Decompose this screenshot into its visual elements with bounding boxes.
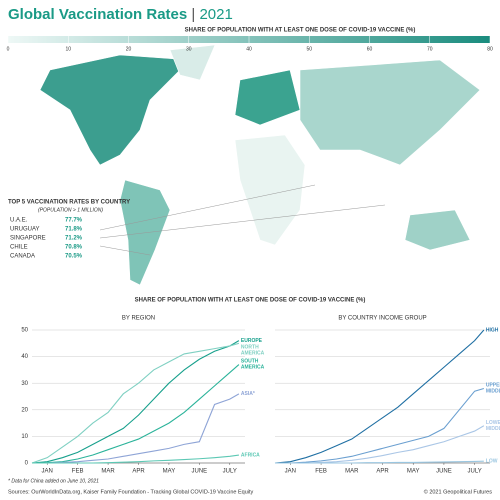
x-tick-label: MAY (407, 469, 420, 475)
country: SINGAPORE (10, 236, 46, 242)
line (32, 393, 240, 464)
colorbar-label: 80 (487, 46, 493, 52)
x-tick-label: FEB (315, 469, 327, 475)
rate: 70.5% (65, 254, 83, 260)
x-tick-label: JULY (223, 469, 237, 475)
series-label: LOWERMIDDLE (486, 420, 500, 432)
colorbar-label: 50 (306, 46, 312, 52)
x-tick-label: JUNE (436, 469, 452, 475)
series-label: AFRICA (241, 452, 260, 458)
x-tick-label: MAR (345, 469, 359, 475)
colorbar-label: 20 (126, 46, 132, 52)
scale-title: SHARE OF POPULATION WITH AT LEAST ONE DO… (185, 28, 416, 34)
series-label: HIGH (486, 327, 499, 333)
colorbar-label: 70 (427, 46, 433, 52)
x-tick-label: JAN (285, 469, 296, 475)
rate: 71.2% (65, 236, 83, 242)
colorbar-label: 0 (7, 46, 10, 52)
top5-subtitle: (POPULATION > 1 MILLION) (38, 207, 103, 213)
x-tick-label: FEB (72, 469, 84, 475)
line (31, 340, 240, 464)
x-tick-label: JAN (42, 469, 53, 475)
y-tick-label: 20 (21, 407, 28, 413)
line (275, 387, 485, 464)
title-year: 2021 (199, 6, 232, 23)
copyright: © 2021 Geopolitical Futures (424, 488, 493, 495)
chart-title: BY COUNTRY INCOME GROUP (338, 316, 426, 322)
charts-title: SHARE OF POPULATION WITH AT LEAST ONE DO… (135, 298, 366, 304)
title: Global Vaccination Rates | 2021 (8, 6, 233, 23)
x-tick-label: JULY (468, 469, 482, 475)
y-tick-label: 30 (21, 381, 28, 387)
country: CHILE (10, 245, 28, 251)
line (32, 454, 239, 464)
series-label: SOUTH AMERICA (241, 359, 265, 371)
x-tick-label: MAR (101, 469, 115, 475)
sources: Sources: OurWorldInData.org, Kaiser Fami… (8, 489, 254, 495)
x-tick-label: APR (132, 469, 145, 475)
top5-table: U.A.E. 77.7% URUGUAY 71.8% SINGAPORE 71.2% CHI… (10, 218, 83, 260)
colorbar-label: 60 (367, 46, 373, 52)
country: URUGUAY (10, 227, 40, 233)
y-tick-label: 0 (25, 461, 29, 467)
y-tick-label: 50 (21, 328, 28, 334)
series-label: ASIA* (241, 391, 255, 397)
chart-title: BY REGION (122, 316, 155, 322)
x-tick-label: JUNE (192, 469, 208, 475)
y-tick-label: 10 (21, 434, 28, 440)
series-label: NORTH AMERICA (241, 345, 265, 357)
rate: 77.7% (65, 218, 83, 224)
line (31, 364, 240, 464)
colorbar-label: 10 (65, 46, 71, 52)
title-text: Global Vaccination Rates (8, 6, 187, 23)
colorbar-label: 30 (186, 46, 192, 52)
rate: 70.8% (65, 245, 83, 251)
line (274, 329, 485, 464)
x-tick-label: MAY (163, 469, 176, 475)
pointer-lines (99, 184, 386, 256)
series-label: EUROPE (241, 338, 263, 344)
country: U.A.E. (10, 218, 28, 224)
colorbar-label: 40 (246, 46, 252, 52)
x-tick-label: APR (376, 469, 389, 475)
country: CANADA (10, 254, 35, 260)
top5-title: TOP 5 VACCINATION RATES BY COUNTRY (8, 200, 130, 206)
map (39, 44, 481, 286)
line (275, 460, 484, 464)
series-label: UPPERMIDDLE* (486, 383, 500, 395)
series-label: LOW (486, 458, 498, 464)
footnote: * Data for China added on June 10, 2021 (8, 478, 99, 484)
line (31, 342, 240, 464)
rate: 71.8% (65, 227, 83, 233)
y-tick-label: 40 (21, 354, 28, 360)
